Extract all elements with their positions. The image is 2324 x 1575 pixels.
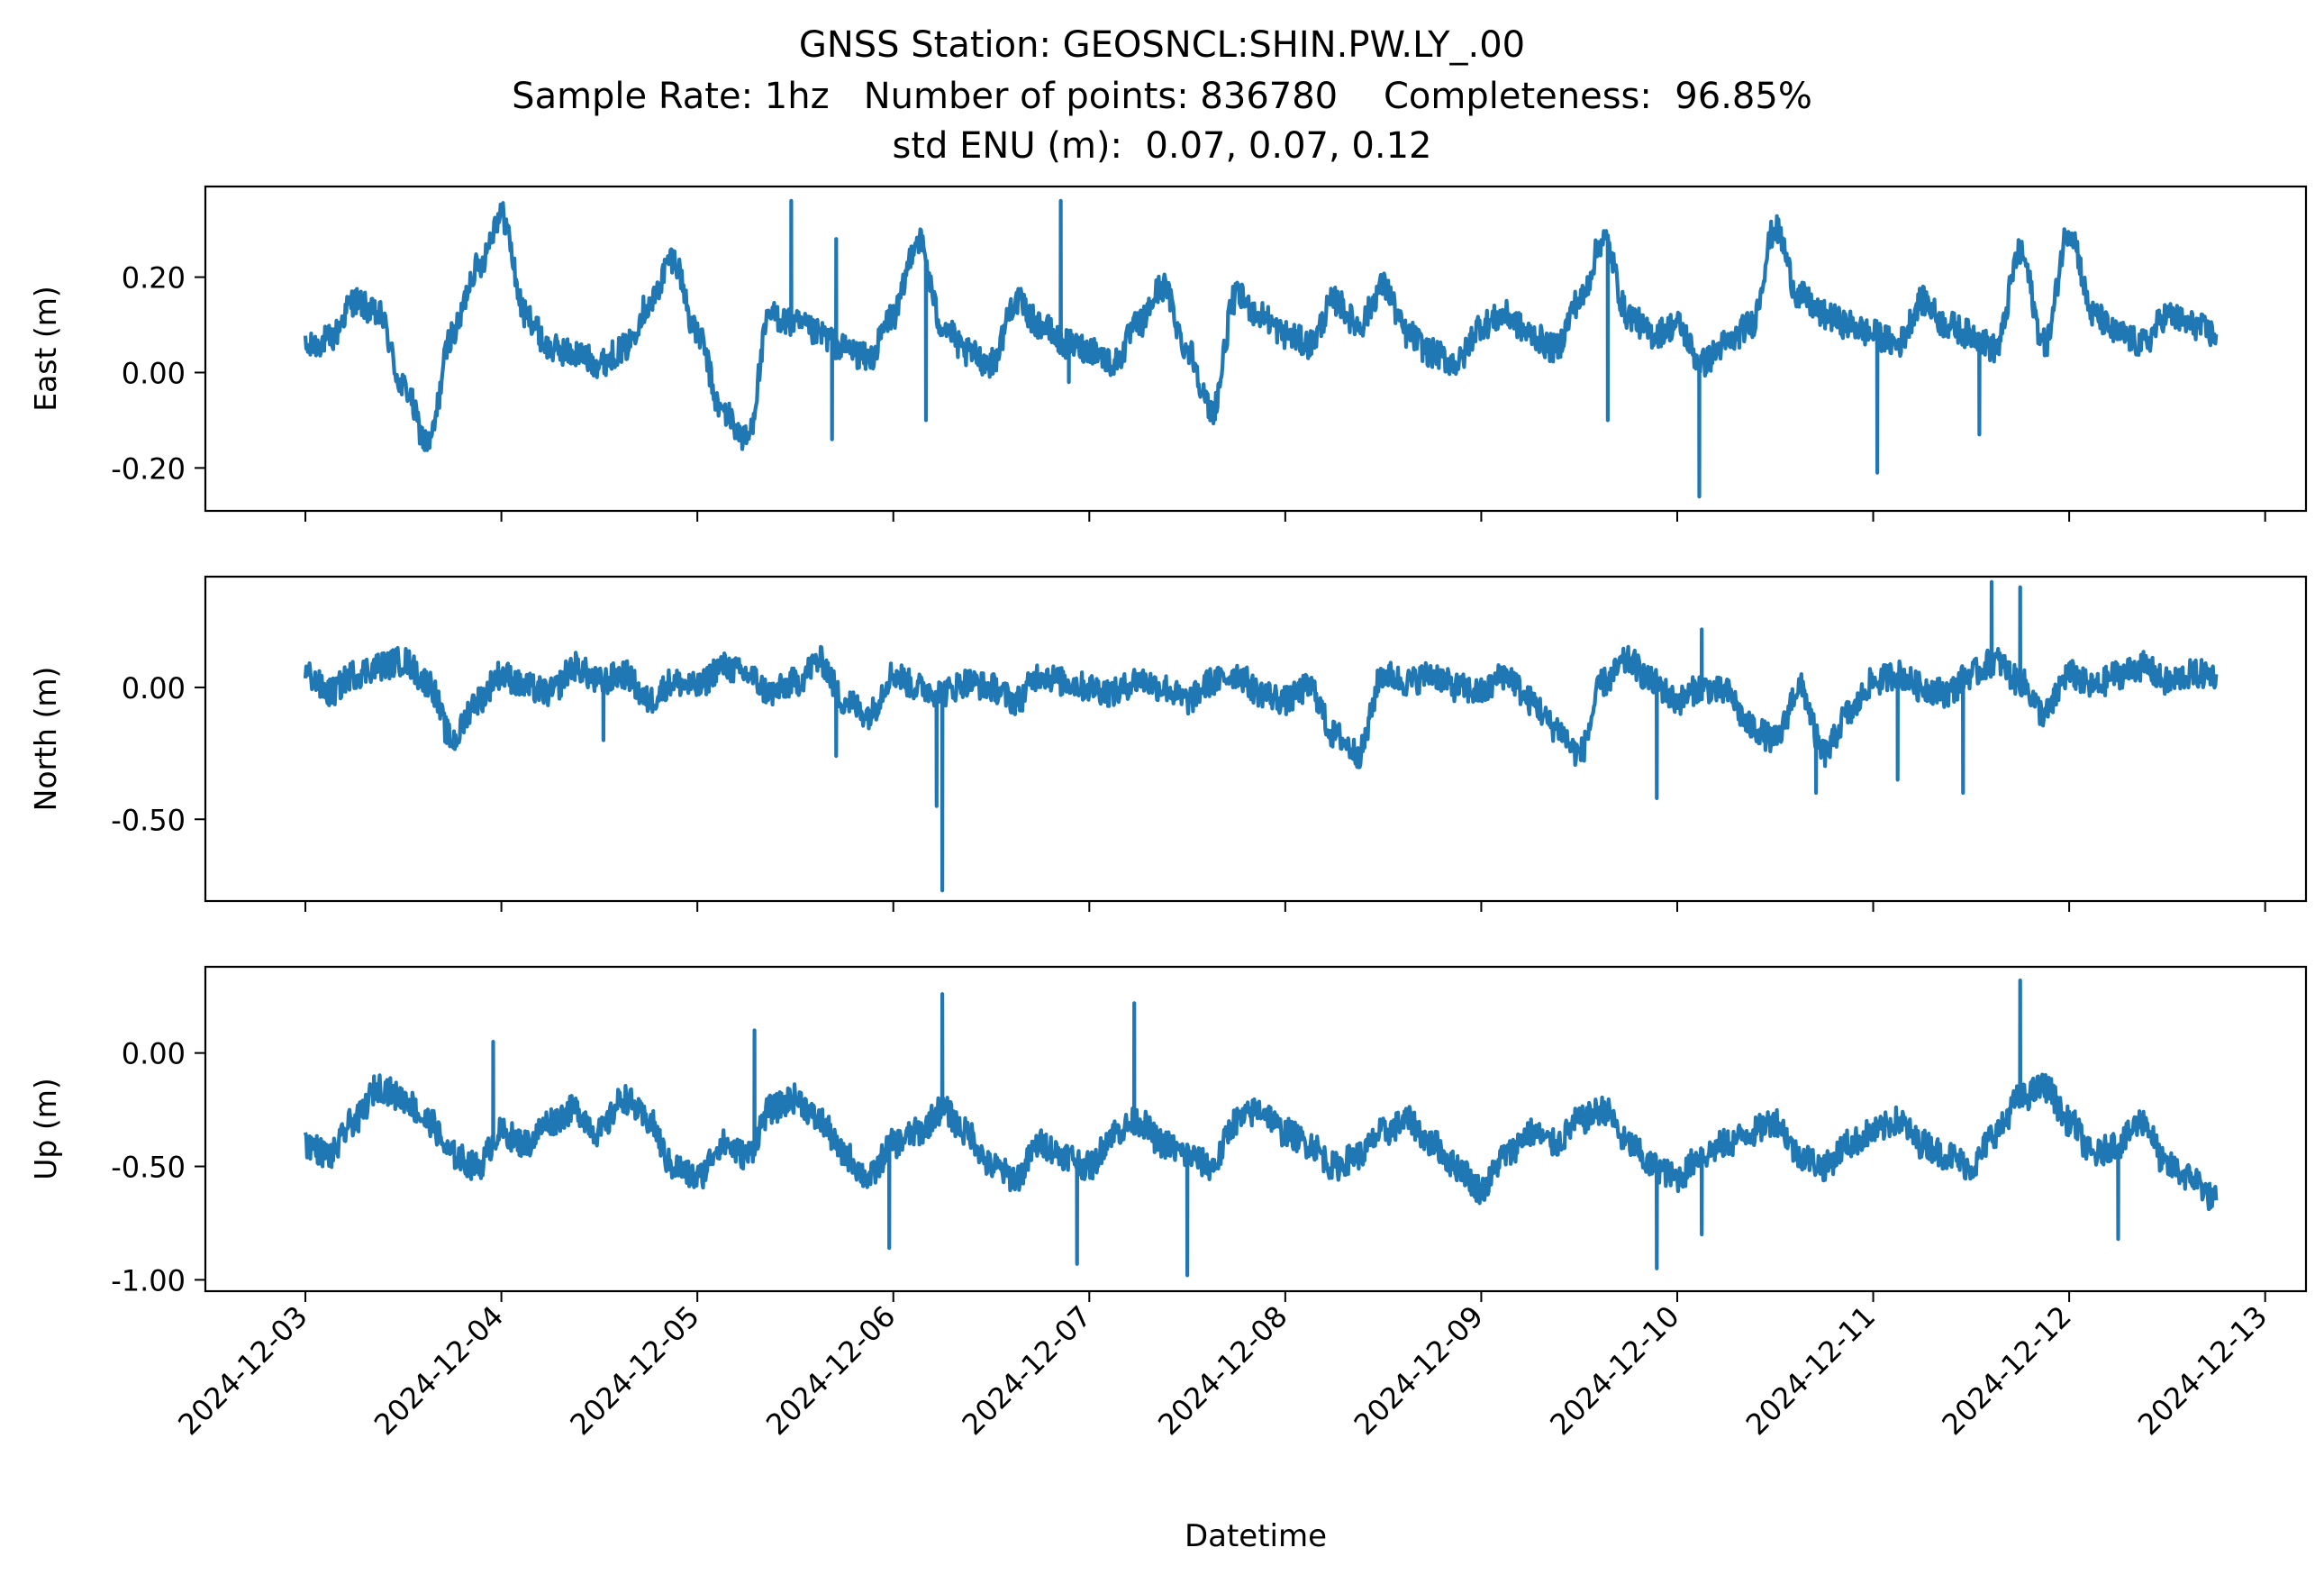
x-tick-label-4: 2024-12-07: [956, 1299, 1098, 1442]
y-tick-label-1-1: -0.50: [111, 803, 186, 837]
x-tick-label-5: 2024-12-08: [1151, 1299, 1294, 1442]
x-tick-label-0: 2024-12-03: [171, 1299, 313, 1442]
y-tick-label-0-1: 0.00: [122, 356, 186, 390]
chart-title-line-2: Sample Rate: 1hz Number of points: 83678…: [512, 76, 1812, 117]
x-axis-label: Datetime: [1185, 1518, 1327, 1554]
y-axis-label-2: Up (m): [28, 1078, 63, 1180]
x-tick-label-9: 2024-12-12: [1935, 1299, 2077, 1442]
axes-frame-0: [204, 185, 2308, 513]
x-tick-label-1: 2024-12-04: [368, 1299, 510, 1442]
y-tick-label-0-2: -0.20: [111, 451, 186, 486]
y-tick-label-2-0: 0.00: [122, 1037, 186, 1071]
y-axis-label-1: North (m): [28, 667, 63, 812]
series-line-1-0: [303, 579, 2219, 893]
series-line-2-0: [303, 979, 2219, 1278]
y-tick-label-1-0: 0.00: [122, 671, 186, 706]
x-tick-label-10: 2024-12-13: [2131, 1299, 2274, 1442]
chart-title-line-1: GNSS Station: GEOSNCL:SHIN.PW.LY_.00: [798, 24, 1526, 66]
y-tick-label-2-1: -0.50: [111, 1151, 186, 1185]
y-tick-label-0-0: 0.20: [122, 261, 186, 296]
axes-frame-1: [204, 575, 2308, 903]
series-line-0-0: [303, 198, 2219, 499]
x-tick-label-8: 2024-12-11: [1739, 1299, 1882, 1442]
y-tick-label-2-2: -1.00: [111, 1263, 186, 1297]
x-tick-label-2: 2024-12-05: [563, 1299, 705, 1442]
chart-title-line-3: std ENU (m): 0.07, 0.07, 0.12: [892, 125, 1432, 167]
x-tick-label-7: 2024-12-10: [1543, 1299, 1685, 1442]
x-tick-label-6: 2024-12-09: [1348, 1299, 1490, 1442]
y-axis-label-0: East (m): [28, 286, 63, 412]
x-tick-label-3: 2024-12-06: [759, 1299, 902, 1442]
axes-frame-2: [204, 965, 2308, 1293]
